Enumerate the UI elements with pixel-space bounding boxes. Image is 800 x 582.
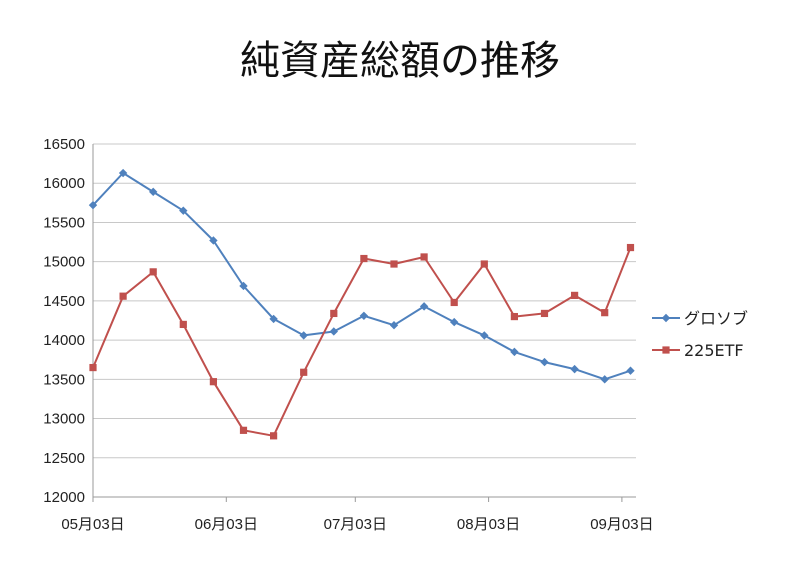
series-group bbox=[88, 168, 635, 440]
data-point bbox=[329, 327, 338, 336]
data-point bbox=[179, 206, 188, 215]
data-point bbox=[89, 363, 97, 372]
x-tick-label: 06月03日 bbox=[195, 516, 258, 533]
legend-label: 225ETF bbox=[684, 341, 744, 360]
data-point bbox=[540, 309, 549, 318]
legend-marker bbox=[662, 346, 670, 354]
data-point bbox=[419, 302, 429, 311]
data-point bbox=[270, 432, 278, 440]
y-tick-label: 13000 bbox=[43, 411, 85, 428]
data-point bbox=[626, 243, 635, 252]
data-point bbox=[118, 168, 128, 178]
data-point bbox=[600, 375, 609, 384]
data-point bbox=[389, 321, 399, 330]
data-point bbox=[209, 378, 217, 386]
data-point bbox=[450, 317, 459, 327]
grid bbox=[93, 143, 636, 498]
axes: 12000 12500 13000 13500 14000 14500 15000 15500… bbox=[43, 136, 653, 533]
data-point bbox=[149, 268, 157, 276]
data-point bbox=[179, 320, 187, 329]
y-tick-label: 16500 bbox=[43, 136, 85, 153]
data-point bbox=[480, 331, 489, 340]
data-point bbox=[149, 187, 158, 197]
data-point bbox=[359, 311, 369, 320]
y-tick-label: 13500 bbox=[43, 371, 85, 388]
y-tick-label: 15500 bbox=[43, 214, 85, 231]
x-tick-label: 08月03日 bbox=[457, 516, 520, 533]
data-point bbox=[330, 309, 338, 318]
x-tick-label: 05月03日 bbox=[61, 516, 124, 533]
data-point bbox=[209, 236, 218, 245]
legend-marker bbox=[661, 313, 671, 323]
x-tick-label: 07月03日 bbox=[324, 516, 387, 533]
data-point bbox=[239, 281, 248, 291]
data-point bbox=[239, 426, 248, 434]
series-line-1 bbox=[92, 172, 631, 381]
chart-title: 純資産総額の推移 bbox=[240, 38, 560, 84]
data-point bbox=[88, 200, 98, 210]
y-tick-label: 12000 bbox=[43, 489, 85, 506]
y-tick-label: 14000 bbox=[43, 332, 85, 349]
y-tick-label: 12500 bbox=[43, 450, 85, 467]
data-point bbox=[299, 331, 308, 340]
data-point bbox=[360, 254, 368, 263]
data-point bbox=[450, 298, 458, 307]
x-tick-label: 09月03日 bbox=[590, 516, 653, 533]
data-point bbox=[601, 309, 609, 317]
data-point bbox=[510, 312, 518, 321]
data-point bbox=[626, 366, 635, 375]
data-point bbox=[269, 314, 278, 324]
data-point bbox=[480, 260, 488, 268]
data-point bbox=[540, 357, 549, 367]
data-point bbox=[420, 253, 428, 261]
data-point bbox=[119, 292, 127, 300]
legend-label: グロソブ bbox=[684, 309, 748, 328]
y-tick-label: 16000 bbox=[43, 175, 85, 192]
data-point bbox=[570, 364, 579, 374]
data-point bbox=[390, 260, 398, 268]
y-tick-label: 14500 bbox=[43, 293, 85, 310]
data-point bbox=[300, 368, 308, 376]
series-line-2 bbox=[92, 247, 632, 437]
legend: グロソブ 225ETF bbox=[652, 309, 748, 360]
data-point bbox=[510, 347, 519, 357]
y-tick-label: 15000 bbox=[43, 254, 85, 271]
data-point bbox=[571, 291, 579, 299]
